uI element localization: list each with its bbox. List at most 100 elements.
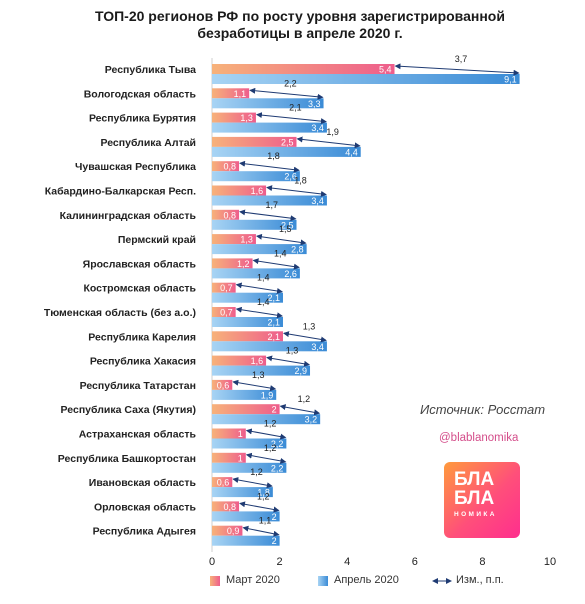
title-line-1: ТОП-20 регионов РФ по росту уровня зарег…	[95, 8, 505, 24]
data-label-change: 1,3	[286, 346, 299, 356]
data-label-change: 2,2	[284, 78, 297, 88]
bar-march	[212, 404, 280, 415]
bar-april	[212, 535, 280, 546]
category-label: Республика Тыва	[105, 64, 196, 76]
category-label: Республика Татарстан	[80, 380, 196, 392]
data-label-april: 2,5	[281, 220, 294, 230]
change-arrow	[239, 209, 297, 222]
legend-arrow-icon	[432, 578, 452, 584]
data-label-april: 2,8	[291, 245, 304, 255]
bar-march	[212, 88, 250, 99]
bar-april	[212, 98, 324, 109]
data-label-change: 1,3	[303, 321, 316, 331]
data-label-march: 1,3	[240, 113, 253, 123]
change-arrow	[249, 87, 324, 100]
bar-april	[212, 244, 307, 255]
title-line-2: безработицы в апреле 2020 г.	[197, 25, 403, 41]
brand-logo: БЛА БЛА НОМИКА	[444, 462, 520, 538]
data-label-march: 5,4	[379, 65, 392, 75]
bar-april	[212, 365, 311, 376]
data-label-april: 2,6	[284, 269, 297, 279]
data-label-march: 1,6	[251, 186, 264, 196]
bar-march	[212, 477, 233, 488]
data-label-april: 2,2	[271, 439, 284, 449]
category-label: Тюменская область (без а.о.)	[44, 307, 196, 319]
bar-march	[212, 355, 267, 366]
bar-april	[212, 219, 297, 230]
bar-april	[212, 487, 273, 498]
change-arrow	[235, 282, 283, 294]
data-label-march: 0,7	[220, 283, 233, 293]
legend-label-change: Изм., п.п.	[456, 574, 504, 586]
data-label-april: 1,9	[261, 390, 274, 400]
data-label-march: 0,8	[224, 502, 237, 512]
data-label-change: 1,1	[259, 516, 272, 526]
category-label: Республика Адыгея	[93, 526, 196, 538]
data-label-change: 1,2	[298, 394, 311, 404]
data-label-change: 1,4	[257, 297, 270, 307]
bar-march	[212, 282, 236, 293]
data-label-change: 1,2	[264, 443, 277, 453]
bar-march	[212, 209, 240, 220]
bar-april	[212, 268, 300, 279]
data-label-change: 1,5	[279, 224, 292, 234]
x-tick-label: 10	[544, 556, 556, 568]
data-label-april: 3,4	[311, 342, 324, 352]
bar-march	[212, 258, 253, 269]
chart-title: ТОП-20 регионов РФ по росту уровня зарег…	[60, 8, 540, 42]
data-label-march: 0,7	[220, 308, 233, 318]
bar-march	[212, 525, 243, 536]
social-handle: @blablanomika	[439, 432, 519, 444]
data-label-april: 9,1	[504, 75, 517, 85]
change-arrow	[232, 477, 273, 489]
data-label-change: 1,2	[264, 419, 277, 429]
change-arrow	[279, 404, 321, 416]
data-label-april: 3,4	[311, 123, 324, 133]
data-label-change: 1,8	[267, 151, 280, 161]
bar-april	[212, 171, 300, 182]
change-arrow	[266, 185, 327, 197]
bar-march	[212, 452, 246, 463]
category-label: Орловская область	[94, 501, 197, 513]
bar-march	[212, 307, 236, 317]
change-arrow	[239, 501, 280, 513]
data-label-april: 2,1	[267, 318, 280, 328]
category-label: Республика Карелия	[88, 331, 196, 343]
change-arrow	[245, 452, 287, 464]
category-label: Республика Саха (Якутия)	[61, 404, 196, 416]
bar-march	[212, 161, 240, 172]
data-label-march: 0,9	[227, 526, 240, 536]
data-label-change: 1,2	[250, 467, 263, 477]
data-label-april: 3,3	[308, 99, 321, 109]
category-label: Республика Алтай	[100, 137, 196, 149]
category-label: Кабардино-Балкарская Респ.	[45, 186, 196, 198]
data-label-march: 1,3	[240, 235, 253, 245]
bar-march	[212, 428, 246, 439]
bar-march	[212, 234, 256, 245]
bar-april	[212, 122, 327, 133]
data-label-change: 1,4	[257, 273, 270, 283]
category-label: Республика Хакасия	[90, 356, 196, 368]
logo-line-1: БЛА	[454, 469, 495, 490]
change-arrow	[266, 355, 311, 367]
bar-april	[212, 341, 327, 352]
data-label-march: 0,8	[224, 210, 237, 220]
change-arrow	[252, 258, 300, 270]
category-label: Ивановская область	[89, 477, 197, 489]
category-label: Пермский край	[118, 234, 196, 246]
data-label-march: 1,6	[251, 356, 264, 366]
bar-march	[212, 331, 283, 342]
legend-label-march: Март 2020	[226, 574, 280, 586]
change-arrow	[282, 331, 327, 343]
data-label-march: 2	[272, 405, 277, 415]
bar-april	[212, 317, 283, 327]
logo-line-3: НОМИКА	[454, 511, 497, 518]
bar-april	[212, 195, 327, 206]
change-arrow	[245, 428, 287, 440]
data-label-april: 2	[272, 536, 277, 546]
data-label-change: 1,7	[266, 200, 279, 210]
data-label-april: 2,1	[267, 293, 280, 303]
data-label-march: 1	[238, 453, 243, 463]
bar-april	[212, 74, 520, 84]
